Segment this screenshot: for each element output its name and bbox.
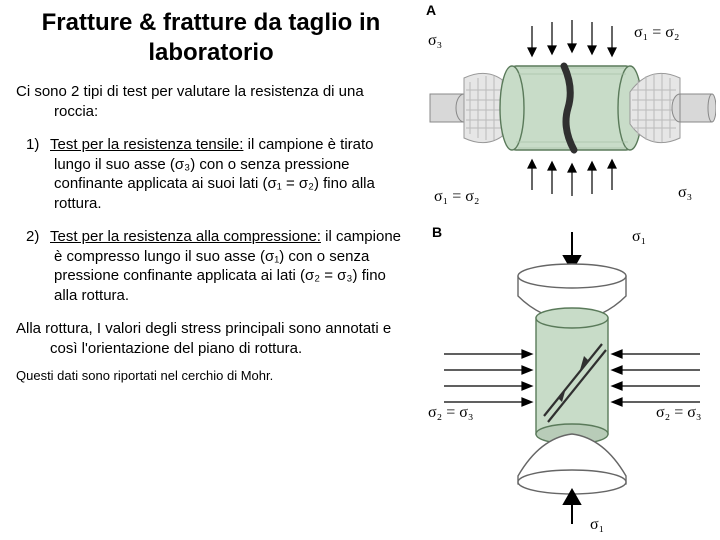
sigma-a-right: σ₃ [678, 184, 692, 202]
sigma-a-bot: σ₁ = σ₂ [434, 188, 479, 206]
item1-underline: Test per la resistenza tensile: [50, 136, 243, 153]
sigma-b-left: σ₂ = σ₃ [428, 404, 473, 422]
list-item-2: 2)Test per la resistenza alla compressio… [12, 227, 410, 305]
intro-text: Ci sono 2 tipi di test per valutare la r… [12, 82, 410, 121]
footnote-text: Questi dati sono riportati nel cerchio d… [12, 368, 410, 385]
figure-column: A [420, 0, 720, 540]
sigma-a-left: σ₃ [428, 32, 442, 50]
item2-underline: Test per la resistenza alla compressione… [50, 228, 321, 245]
panel-b-diagram [424, 226, 716, 536]
list-item-1: 1)Test per la resistenza tensile: il cam… [12, 135, 410, 213]
sigma-a-top: σ₁ = σ₂ [634, 24, 679, 42]
sigma-b-top: σ₁ [632, 228, 646, 246]
conclusion-text: Alla rottura, I valori degli stress prin… [12, 319, 410, 358]
sigma-b-bot: σ₁ [590, 516, 604, 534]
text-column: Fratture & fratture da taglio in laborat… [0, 0, 420, 540]
slide-title: Fratture & fratture da taglio in laborat… [12, 8, 410, 68]
sigma-b-right: σ₂ = σ₃ [656, 404, 701, 422]
